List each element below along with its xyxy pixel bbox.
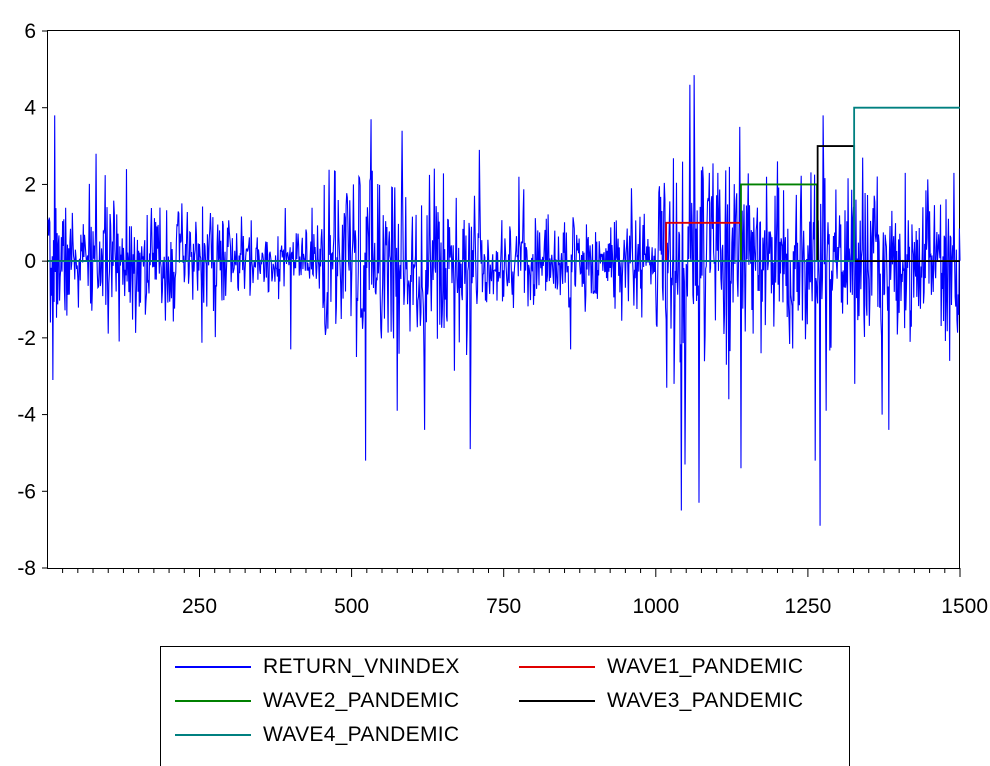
y-tick-label: 2 bbox=[24, 173, 36, 196]
y-tick-label: 6 bbox=[24, 20, 36, 43]
legend-item-return_vnindex: RETURN_VNINDEX bbox=[175, 653, 460, 681]
y-tick-label: 4 bbox=[24, 97, 36, 120]
x-tick-label: 500 bbox=[334, 595, 369, 618]
legend-label: WAVE1_PANDEMIC bbox=[607, 655, 804, 678]
x-axis: 250 500 750 1000 1250 1500 bbox=[62, 568, 988, 618]
legend-swatch bbox=[175, 666, 251, 668]
legend-item-wave4_pandemic: WAVE4_PANDEMIC bbox=[175, 721, 459, 749]
x-tick-label: 250 bbox=[182, 595, 217, 618]
plot-frame bbox=[47, 30, 960, 569]
legend-swatch bbox=[175, 734, 251, 736]
y-tick-label: -2 bbox=[17, 327, 36, 350]
y-axis: -8 -6 -4 -2 0 2 4 6 bbox=[17, 20, 48, 580]
y-tick-label: -8 bbox=[17, 557, 36, 580]
legend-item-wave2_pandemic: WAVE2_PANDEMIC bbox=[175, 687, 459, 715]
series-line-return_vnindex bbox=[47, 75, 961, 526]
legend-swatch bbox=[519, 700, 595, 702]
legend-label: RETURN_VNINDEX bbox=[263, 655, 460, 678]
legend-swatch bbox=[519, 666, 595, 668]
legend-swatch bbox=[175, 700, 251, 702]
x-tick-label: 750 bbox=[486, 595, 521, 618]
legend-label: WAVE2_PANDEMIC bbox=[263, 689, 460, 712]
series-layer bbox=[47, 75, 961, 526]
y-tick-label: -4 bbox=[17, 404, 36, 427]
x-tick-label: 1500 bbox=[941, 595, 988, 618]
y-tick-label: 0 bbox=[24, 250, 36, 273]
legend-label: WAVE4_PANDEMIC bbox=[263, 723, 460, 746]
chart-area: 250 500 750 1000 1250 1500 -8 -6 -4 -2 0 2 4 6 bbox=[17, 20, 988, 618]
legend-item-wave3_pandemic: WAVE3_PANDEMIC bbox=[519, 687, 803, 715]
x-tick-label: 1000 bbox=[632, 595, 679, 618]
y-tick-label: -6 bbox=[17, 480, 36, 503]
legend-item-wave1_pandemic: WAVE1_PANDEMIC bbox=[519, 653, 803, 681]
x-tick-label: 1250 bbox=[785, 595, 832, 618]
legend: RETURN_VNINDEX WAVE1_PANDEMIC WAVE2_PANDEM… bbox=[160, 646, 850, 766]
series-line-wave4_pandemic bbox=[48, 106, 960, 263]
legend-label: WAVE3_PANDEMIC bbox=[607, 689, 804, 712]
